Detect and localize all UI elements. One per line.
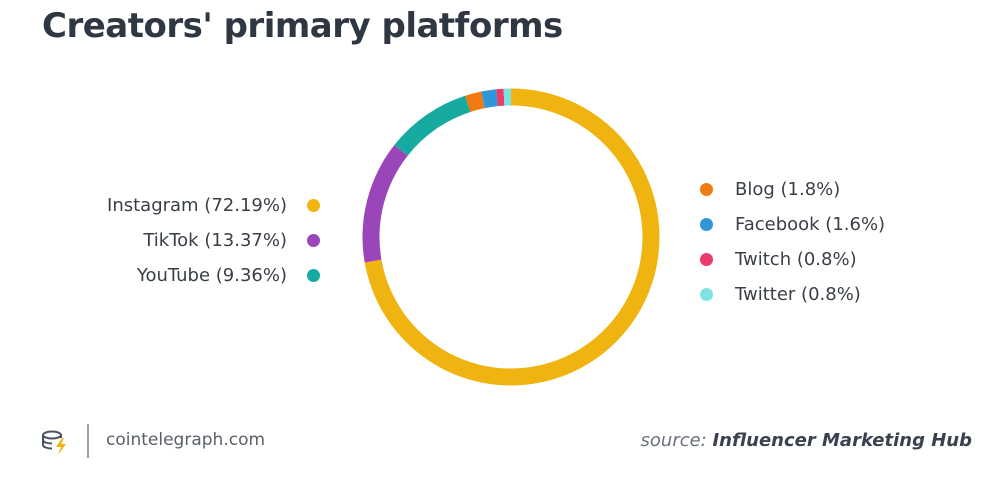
- legend-label-instagram: Instagram (72.19%): [107, 195, 287, 216]
- donut-slice-tiktok: [362, 145, 408, 263]
- legend-item-youtube: YouTube (9.36%): [60, 258, 320, 293]
- legend-swatch-youtube: [307, 269, 320, 282]
- legend-label-twitter: Twitter (0.8%): [735, 284, 861, 305]
- donut-slice-blog: [465, 91, 485, 112]
- chart-title: Creators' primary platforms: [42, 6, 563, 46]
- footer-divider: [87, 424, 89, 458]
- legend-item-facebook: Facebook (1.6%): [700, 207, 960, 242]
- legend-label-youtube: YouTube (9.36%): [136, 265, 287, 286]
- source-name: Influencer Marketing Hub: [712, 430, 972, 451]
- donut-slice-facebook: [481, 89, 498, 109]
- legend-item-blog: Blog (1.8%): [700, 172, 960, 207]
- donut-slice-instagram: [364, 88, 660, 386]
- site-link[interactable]: cointelegraph.com: [106, 430, 266, 450]
- legend-swatch-blog: [700, 183, 713, 196]
- legend-label-tiktok: TikTok (13.37%): [143, 230, 287, 251]
- legend-item-tiktok: TikTok (13.37%): [60, 223, 320, 258]
- source-note: source: Influencer Marketing Hub: [641, 430, 972, 451]
- legend-swatch-twitter: [700, 288, 713, 301]
- legend-right: Blog (1.8%) Facebook (1.6%) Twitch (0.8%…: [700, 172, 960, 312]
- legend-item-twitter: Twitter (0.8%): [700, 277, 960, 312]
- source-prefix: source:: [640, 430, 707, 451]
- legend-swatch-tiktok: [307, 234, 320, 247]
- donut-slice-youtube: [394, 95, 471, 156]
- legend-label-blog: Blog (1.8%): [735, 179, 841, 200]
- legend-label-facebook: Facebook (1.6%): [735, 214, 886, 235]
- legend-item-instagram: Instagram (72.19%): [60, 188, 320, 223]
- legend-swatch-instagram: [307, 199, 320, 212]
- cointelegraph-logo-icon[interactable]: [40, 426, 72, 458]
- legend-swatch-facebook: [700, 218, 713, 231]
- legend-swatch-twitch: [700, 253, 713, 266]
- legend-label-twitch: Twitch (0.8%): [735, 249, 857, 270]
- donut-slice-twitch: [496, 88, 505, 107]
- legend-item-twitch: Twitch (0.8%): [700, 242, 960, 277]
- legend-left: Instagram (72.19%) TikTok (13.37%) YouTu…: [60, 188, 320, 293]
